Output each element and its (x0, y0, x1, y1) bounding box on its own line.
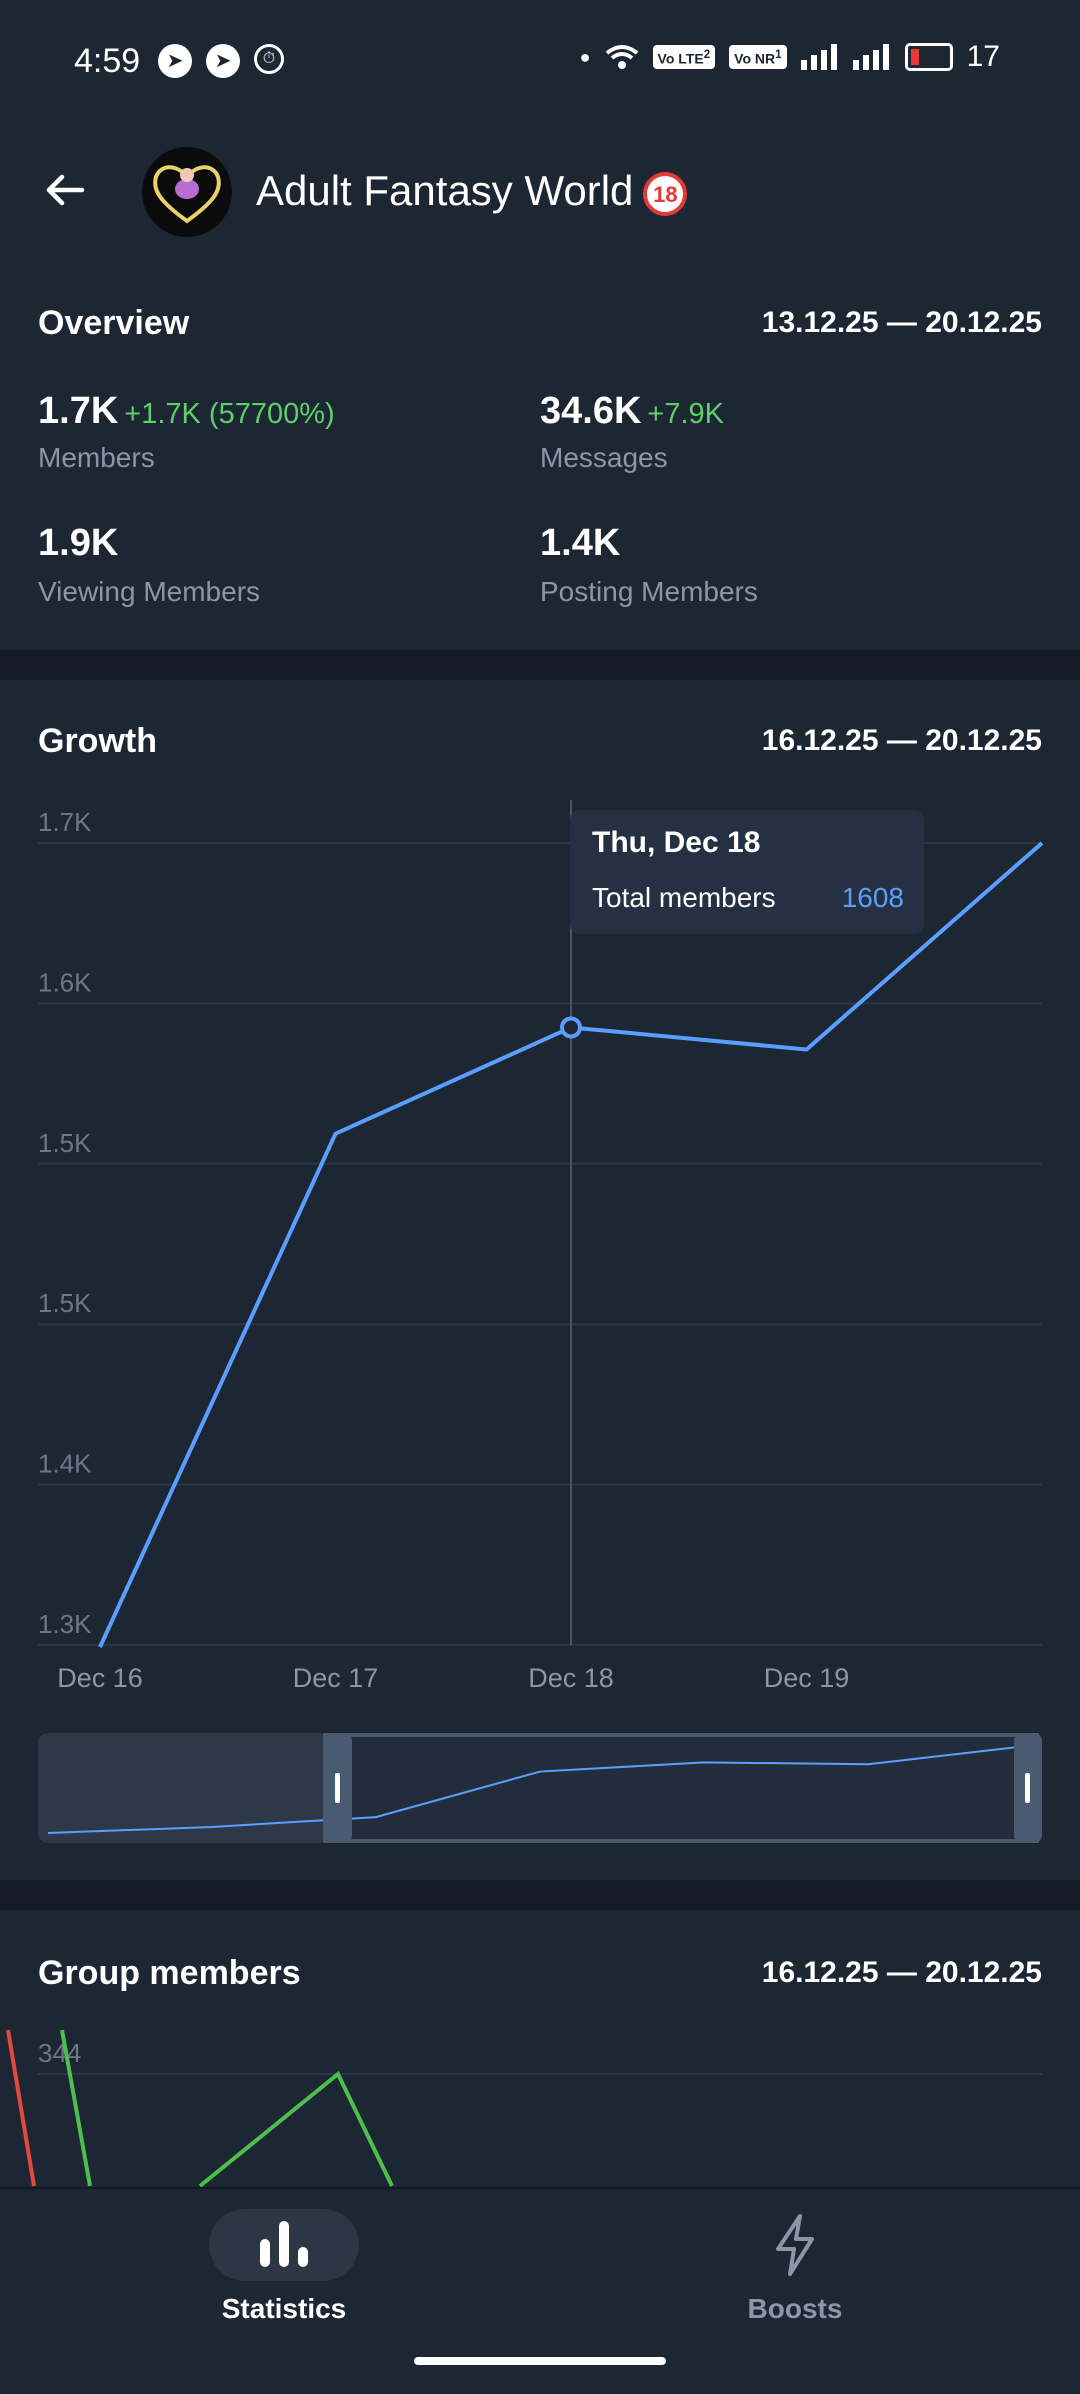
viewing-members-label: Viewing Members (38, 576, 261, 607)
viewing-members-stat: 1.9K (38, 522, 119, 564)
x-tick-label: Dec 19 (764, 1663, 850, 1693)
group-members-range: 16.12.25 — 20.12.25 (761, 1956, 1042, 1989)
status-bar: 4:59 ➤ ➤ ⏱ ● Vo LTE2 Vo NR1 17 (0, 0, 1080, 125)
volte-badge: Vo LTE2 (652, 45, 716, 69)
posting-members-stat: 1.4K (540, 522, 621, 564)
back-arrow-icon[interactable] (40, 165, 90, 215)
members-label: Members (38, 442, 155, 473)
lightning-icon (776, 2214, 814, 2276)
group-members-card: Group members 16.12.25 — 20.12.25 (0, 1910, 1080, 2190)
bar-chart-icon (260, 2221, 308, 2267)
battery-level: 17 (966, 40, 1000, 73)
dot-icon: ● (579, 46, 591, 67)
signal-icon (800, 44, 837, 70)
series-line-green (60, 2029, 92, 2187)
x-tick-label: Dec 17 (293, 1663, 379, 1693)
y-tick-label: 1.5K (38, 1128, 92, 1158)
x-tick-label: Dec 18 (528, 1663, 614, 1693)
highlight-point (560, 1016, 582, 1039)
growth-range: 16.12.25 — 20.12.25 (761, 724, 1042, 757)
navigator-handle-grip[interactable] (1025, 1773, 1030, 1803)
posting-members-label: Posting Members (540, 576, 758, 607)
messages-label: Messages (540, 442, 668, 473)
members-stat: 1.7K +1.7K (57700%) (38, 390, 335, 432)
y-tick-label: 1.6K (38, 967, 92, 997)
messages-stat: 34.6K +7.9K (540, 390, 724, 432)
overview-range: 13.12.25 — 20.12.25 (761, 306, 1042, 339)
series-line-red (6, 2029, 36, 2187)
section-divider (0, 1880, 1080, 1910)
tooltip-date: Thu, Dec 18 (592, 826, 761, 859)
section-divider (0, 650, 1080, 680)
overview-title: Overview (38, 304, 190, 342)
telegram-icon: ➤ (158, 44, 192, 78)
battery-icon (904, 43, 953, 71)
series-line-green (198, 2070, 394, 2188)
group-title: Adult Fantasy World 18 (256, 167, 688, 216)
group-avatar[interactable] (142, 147, 232, 237)
y-tick-label: 1.4K (38, 1449, 92, 1479)
vonr-badge: Vo NR1 (729, 45, 787, 69)
y-tick-label: 1.3K (38, 1609, 92, 1639)
tooltip-label: Total members (592, 882, 776, 913)
home-indicator[interactable] (414, 2357, 666, 2365)
navigator-handle-grip[interactable] (335, 1773, 340, 1803)
alarm-icon: ⏱ (254, 44, 284, 74)
navigator-dim-left (38, 1733, 328, 1843)
wifi-icon (605, 45, 638, 69)
chart-tooltip: Thu, Dec 18 Total members 1608 (570, 810, 924, 934)
messages-delta: +7.9K (647, 398, 724, 430)
group-members-title: Group members (38, 1954, 301, 1992)
status-time: 4:59 (74, 42, 141, 80)
x-tick-label: Dec 16 (57, 1663, 143, 1693)
y-tick-label: 1.5K (38, 1288, 92, 1318)
tab-boosts[interactable]: Boosts (645, 2209, 945, 2325)
tab-statistics[interactable]: Statistics (134, 2209, 434, 2325)
statistics-pill (209, 2209, 359, 2281)
y-tick-label: 1.7K (38, 807, 92, 837)
navigator-line (47, 1744, 1033, 1834)
statistics-label: Statistics (221, 2293, 347, 2324)
y-tick-label: 344 (38, 2038, 81, 2068)
age-restricted-icon: 18 (643, 171, 688, 216)
overview-card: Overview 13.12.25 — 20.12.25 1.7K +1.7K (… (0, 260, 1080, 650)
app-bar: Adult Fantasy World 18 (0, 125, 1080, 260)
signal-icon (852, 44, 889, 70)
members-delta: +1.7K (57700%) (124, 398, 335, 430)
telegram-icon: ➤ (206, 44, 240, 78)
tooltip-value: 1608 (841, 882, 904, 913)
growth-title: Growth (38, 722, 157, 760)
boosts-label: Boosts (747, 2293, 843, 2324)
